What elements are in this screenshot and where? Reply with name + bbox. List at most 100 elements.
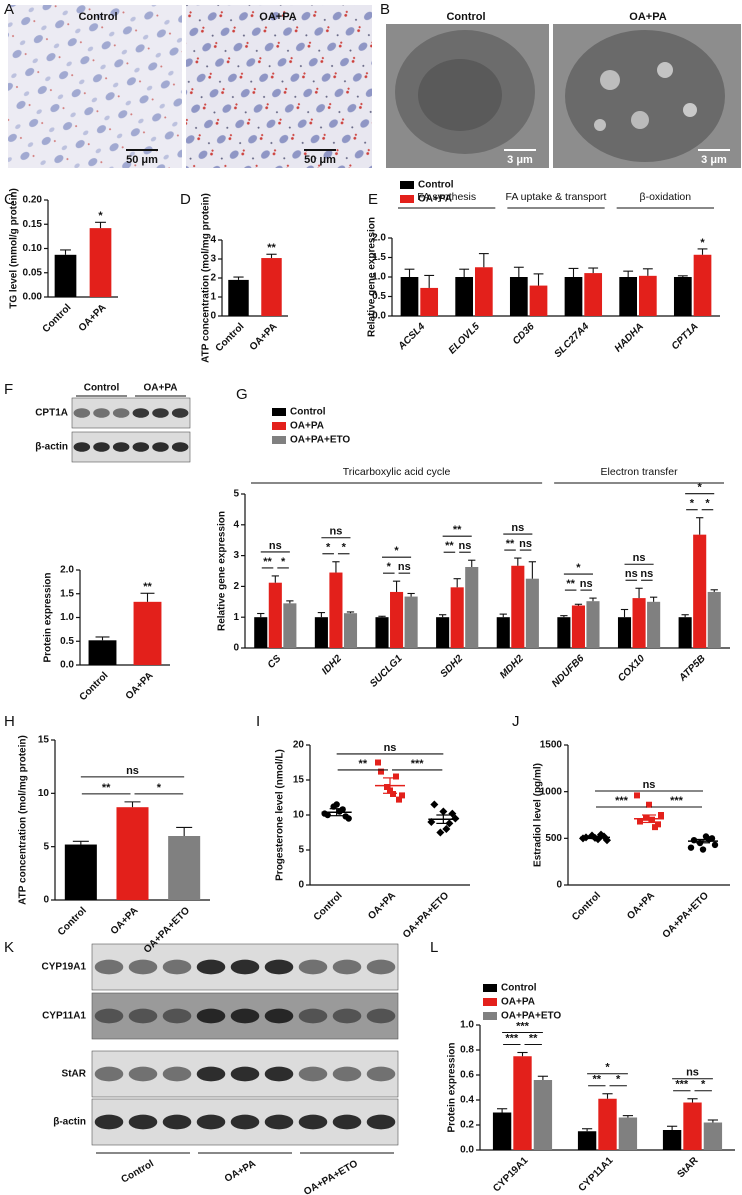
scale-bar-label: 50 μm bbox=[304, 154, 336, 166]
bar bbox=[557, 617, 571, 648]
panel-letter: E bbox=[368, 191, 378, 208]
x-tick-label: SDH2 bbox=[439, 653, 466, 680]
significance-label: * bbox=[698, 482, 703, 494]
bar bbox=[703, 1122, 723, 1150]
bar bbox=[400, 277, 419, 316]
y-tick-label: 0.4 bbox=[460, 1095, 474, 1106]
panel-letter: H bbox=[4, 713, 15, 730]
bar bbox=[343, 613, 358, 648]
bar bbox=[64, 844, 97, 900]
bar bbox=[577, 1131, 597, 1150]
blot-band bbox=[128, 1114, 158, 1130]
significance-label: ns bbox=[519, 538, 532, 550]
y-tick-label: 15 bbox=[293, 775, 305, 786]
legend-label: Control bbox=[290, 407, 326, 418]
x-tick-label: ACSL4 bbox=[396, 321, 428, 353]
significance-label: * bbox=[157, 782, 162, 794]
x-tick-label: CPT1A bbox=[670, 321, 701, 352]
bar bbox=[254, 617, 268, 648]
panel-letter: C bbox=[4, 191, 15, 208]
significance-label: ** bbox=[102, 782, 111, 794]
blot-band bbox=[128, 1008, 158, 1024]
legend-swatch bbox=[483, 998, 497, 1006]
y-tick-label: 0.15 bbox=[23, 219, 43, 230]
bar bbox=[329, 572, 343, 648]
bar bbox=[404, 596, 418, 648]
y-tick-label: 0 bbox=[298, 880, 304, 891]
blot-row-label: β-actin bbox=[53, 1117, 86, 1128]
significance-label: ** bbox=[267, 242, 276, 254]
panel-letter: L bbox=[430, 939, 438, 956]
bar bbox=[116, 807, 149, 900]
y-tick-label: 0 bbox=[233, 643, 239, 654]
data-point bbox=[637, 818, 643, 825]
x-tick-label: Control bbox=[41, 302, 74, 335]
blot-band bbox=[230, 1008, 260, 1024]
bar bbox=[465, 566, 479, 648]
x-tick-label: OA+PA+ETO bbox=[661, 890, 712, 941]
panel-letter: A bbox=[4, 1, 14, 18]
significance-label: ns bbox=[625, 568, 638, 580]
bar bbox=[492, 1112, 512, 1150]
micrograph bbox=[186, 5, 372, 168]
blot-band bbox=[93, 442, 110, 452]
significance-label: ** bbox=[529, 1032, 538, 1044]
data-point bbox=[699, 846, 707, 853]
y-tick-label: 5 bbox=[233, 489, 239, 500]
y-tick-label: 1 bbox=[233, 612, 239, 623]
significance-label: ns bbox=[269, 540, 282, 552]
blot-band bbox=[94, 1066, 124, 1082]
tem-droplet bbox=[683, 103, 697, 117]
y-axis-label: Relative gene expression bbox=[367, 217, 378, 337]
bar bbox=[693, 534, 707, 648]
bar bbox=[598, 1098, 617, 1150]
blot-row-label: CYP19A1 bbox=[42, 962, 87, 973]
y-axis-label: Protein expression bbox=[43, 572, 54, 662]
bar bbox=[673, 277, 692, 316]
significance-label: * bbox=[387, 561, 392, 573]
bar bbox=[617, 617, 632, 648]
blot-band bbox=[171, 408, 189, 418]
panel-letter: I bbox=[256, 713, 260, 730]
legend-swatch bbox=[400, 195, 414, 203]
blot-band bbox=[112, 408, 130, 418]
significance-label: ** bbox=[453, 524, 462, 536]
x-tick-label: CS bbox=[266, 653, 284, 671]
blot-group-label: Control bbox=[120, 1158, 156, 1185]
blot-band bbox=[196, 1066, 226, 1082]
legend-swatch bbox=[272, 436, 286, 444]
y-tick-label: 0.0 bbox=[60, 660, 74, 671]
x-tick-label: Control bbox=[312, 890, 345, 923]
blot-band bbox=[94, 959, 124, 975]
blot-band bbox=[73, 442, 91, 452]
y-tick-label: 0.2 bbox=[460, 1120, 474, 1131]
bar bbox=[632, 598, 646, 648]
data-point bbox=[393, 773, 399, 780]
x-tick-label: SUCLG1 bbox=[368, 653, 405, 690]
panel-letter: G bbox=[236, 386, 248, 403]
blot-band bbox=[366, 1114, 396, 1130]
blot-band bbox=[162, 1008, 192, 1024]
significance-label: * bbox=[605, 1062, 610, 1074]
significance-label: ** bbox=[143, 581, 152, 593]
significance-label: *** bbox=[411, 758, 425, 770]
significance-label: ns bbox=[330, 526, 343, 538]
bar bbox=[647, 601, 661, 648]
significance-label: * bbox=[394, 545, 399, 557]
y-axis-label: TG level (mmol/g protein) bbox=[9, 188, 20, 309]
x-tick-label: ATP5B bbox=[677, 653, 708, 684]
bar bbox=[436, 617, 450, 648]
y-tick-label: 3 bbox=[210, 254, 216, 265]
blot-band bbox=[196, 959, 226, 975]
significance-label: ** bbox=[445, 540, 454, 552]
y-tick-label: 0 bbox=[556, 880, 562, 891]
bar bbox=[261, 258, 282, 316]
y-tick-label: 1.0 bbox=[60, 612, 74, 623]
bar bbox=[268, 582, 282, 648]
legend-label: OA+PA+ETO bbox=[290, 435, 350, 446]
bar bbox=[133, 601, 162, 665]
blot-band bbox=[162, 959, 192, 975]
bar bbox=[693, 254, 712, 316]
y-tick-label: 0 bbox=[210, 311, 216, 322]
blot-band bbox=[152, 408, 169, 418]
